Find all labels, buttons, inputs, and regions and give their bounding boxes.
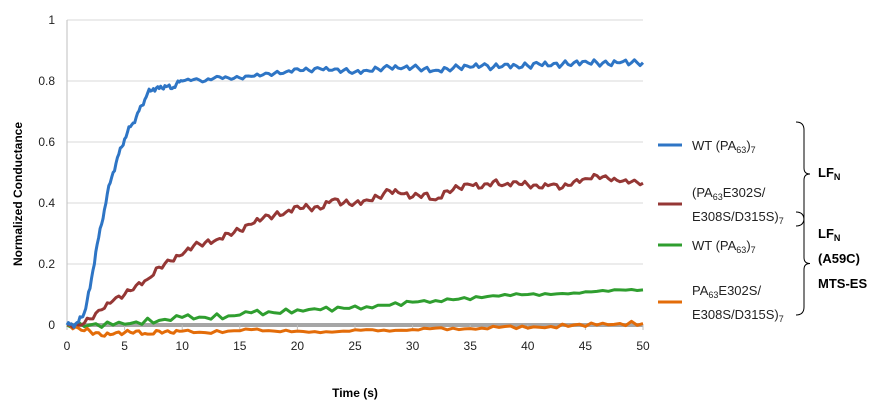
x-tick-label: 15 — [233, 339, 247, 353]
y-tick-label: 0.6 — [38, 135, 55, 149]
group-label-a59c: (A59C) — [818, 251, 860, 266]
group-label-mts-es: MTS-ES — [818, 276, 867, 291]
legend-label: WT (PA63)7 — [692, 138, 756, 155]
x-tick-label: 45 — [579, 339, 593, 353]
y-tick-label: 0.8 — [38, 74, 55, 88]
x-tick-label: 5 — [121, 339, 128, 353]
series-lines — [65, 58, 645, 338]
x-tick-label: 0 — [64, 339, 71, 353]
x-axis-title: Time (s) — [332, 386, 378, 400]
x-tick-label: 30 — [406, 339, 420, 353]
axes — [66, 20, 644, 330]
curly-brace — [795, 211, 811, 316]
x-tick-label: 35 — [464, 339, 478, 353]
x-tick-label: 25 — [348, 339, 362, 353]
x-tick-label: 10 — [176, 339, 190, 353]
legend-label-line2: E308S/D315S)7 — [692, 209, 784, 226]
series-line-3 — [66, 319, 644, 338]
gridlines — [67, 19, 643, 265]
curly-brace — [795, 121, 811, 227]
tick-labels: 00.20.40.60.810 5 10 15 20 25 30 35 40 45 50 — [38, 13, 650, 353]
legend-label: (PA63E302S/ — [692, 185, 766, 202]
legend: WT (PA63)7 (PA63E302S/E308S/D315S)7 WT (PA… — [658, 138, 784, 324]
series-line-0 — [65, 58, 645, 329]
x-tick-label: 20 — [291, 339, 305, 353]
y-axis-title: Normalized Conductance — [11, 122, 25, 266]
y-tick-label: 0.4 — [38, 196, 55, 210]
y-tick-label: 1 — [48, 13, 55, 27]
group-brackets: LFN LFN (A59C) MTS-ES — [795, 121, 867, 316]
legend-label-line2: E308S/D315S)7 — [692, 307, 784, 324]
x-tick-label: 50 — [636, 339, 650, 353]
group-label-lfn-a59c: LFN — [818, 226, 840, 243]
series-line-1 — [66, 172, 644, 329]
group-label-lfn: LFN — [818, 165, 840, 182]
y-tick-label: 0 — [48, 318, 55, 332]
series-line-2 — [66, 288, 644, 330]
y-tick-label: 0.2 — [38, 257, 55, 271]
legend-label: WT (PA63)7 — [692, 238, 756, 255]
x-tick-label: 40 — [521, 339, 535, 353]
legend-label: PA63E302S/ — [692, 283, 761, 300]
